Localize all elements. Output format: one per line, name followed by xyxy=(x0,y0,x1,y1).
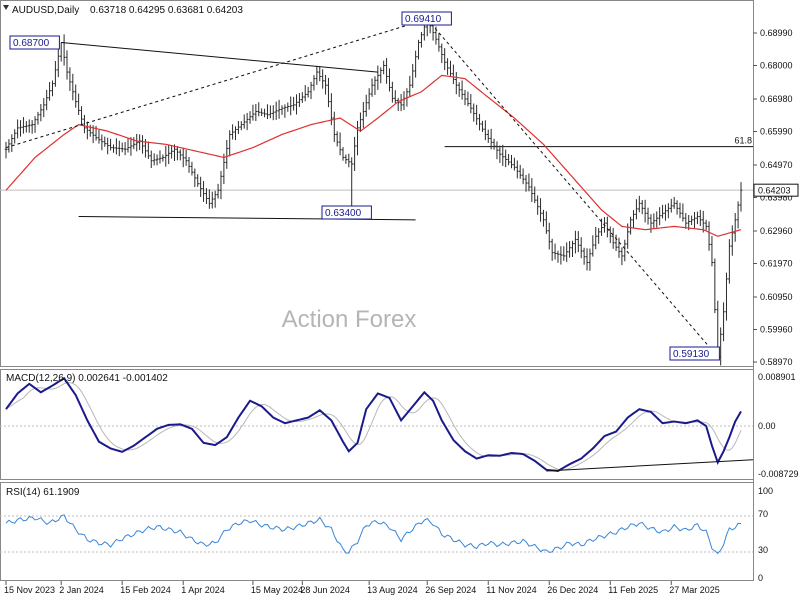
date-tick-label: 26 Dec 2024 xyxy=(547,585,598,595)
fib-level-label: 61.8 xyxy=(734,136,752,146)
price-tick-label: 0.65990 xyxy=(760,127,793,137)
price-tick-label: 0.58970 xyxy=(760,357,793,367)
price-tick-label: 0.68000 xyxy=(760,61,793,71)
rsi-tick-30: 30 xyxy=(758,545,768,555)
price-axis: 0.68990 0.68000 0.66980 0.65990 0.64970 0.639… xyxy=(753,28,799,367)
date-tick-label: 15 May 2024 xyxy=(251,585,303,595)
macd-tick-bottom: -0.008729 xyxy=(758,469,799,479)
last-price-box xyxy=(753,183,799,197)
rsi-lines xyxy=(0,514,753,555)
annotation-label: 0.69410 xyxy=(405,14,442,25)
rsi-tick-100: 100 xyxy=(758,486,773,496)
ma-line xyxy=(5,74,742,237)
macd-signal-line xyxy=(5,382,742,471)
last-price-label: 0.64203 xyxy=(758,186,791,196)
price-tick-label: 0.62960 xyxy=(760,226,793,236)
date-axis: 15 Nov 2023 2 Jan 2024 15 Feb 2024 1 Apr 20… xyxy=(4,581,720,595)
date-tick-label: 11 Feb 2025 xyxy=(608,585,658,595)
macd-tick-top: 0.008901 xyxy=(758,372,796,382)
annotation-box xyxy=(9,35,60,50)
date-tick-label: 26 Sep 2024 xyxy=(425,585,476,595)
date-tick-label: 1 Apr 2024 xyxy=(181,585,225,595)
rsi-line xyxy=(5,514,742,555)
annotation-label: 0.63400 xyxy=(325,208,362,219)
annotation-label: 0.68700 xyxy=(13,38,50,49)
price-annotations: 0.68700 0.69410 0.63400 0.59130 xyxy=(9,11,720,361)
annotation-label: 0.59130 xyxy=(673,349,710,360)
price-tick-label: 0.68990 xyxy=(760,28,793,38)
date-tick-label: 15 Nov 2023 xyxy=(4,585,55,595)
annotation-box xyxy=(321,205,372,220)
macd-panel-frame xyxy=(0,369,754,480)
date-tick-label: 11 Nov 2024 xyxy=(486,585,536,595)
date-tick-label: 28 Jun 2024 xyxy=(300,585,350,595)
rsi-title: RSI(14) 61.1909 xyxy=(6,487,80,498)
trendline-upper-resistance xyxy=(61,42,378,73)
rsi-panel-frame xyxy=(0,482,754,581)
price-tick-label: 0.60950 xyxy=(760,292,793,302)
trendline-rise-line xyxy=(5,18,428,149)
price-gridlines: 61.8 xyxy=(0,136,753,191)
macd-tick-zero: 0.00 xyxy=(758,421,776,431)
price-tick-label: 0.59960 xyxy=(760,324,793,334)
ohlc-values: 0.63718 0.64295 0.63681 0.64203 xyxy=(90,5,243,16)
symbol-label: AUDUSD,Daily xyxy=(12,5,79,16)
price-tick-label: 0.66980 xyxy=(760,94,793,104)
price-tick-label: 0.61970 xyxy=(760,258,793,268)
macd-trendline xyxy=(546,459,754,472)
macd-line xyxy=(5,376,742,472)
trendline-fall-line xyxy=(426,18,719,358)
annotation-box xyxy=(669,346,720,361)
moving-average xyxy=(5,74,742,237)
rsi-tick-0: 0 xyxy=(758,573,763,583)
date-tick-label: 15 Feb 2024 xyxy=(120,585,171,595)
rsi-tick-70: 70 xyxy=(758,509,768,519)
price-tick-label: 0.64970 xyxy=(760,160,793,170)
collapse-triangle-icon[interactable] xyxy=(3,5,9,10)
macd-title: MACD(12,26,9) 0.002641 -0.001402 xyxy=(6,373,168,384)
annotation-box xyxy=(401,11,452,26)
price-header: AUDUSD,Daily 0.63718 0.64295 0.63681 0.6… xyxy=(3,5,243,16)
date-tick-label: 27 Mar 2025 xyxy=(669,585,720,595)
price-tick-label: 0.63980 xyxy=(760,193,793,203)
macd-lines xyxy=(0,376,754,472)
date-tick-label: 2 Jan 2024 xyxy=(59,585,104,595)
watermark: Action Forex xyxy=(282,306,417,333)
date-tick-label: 13 Aug 2024 xyxy=(367,585,418,595)
